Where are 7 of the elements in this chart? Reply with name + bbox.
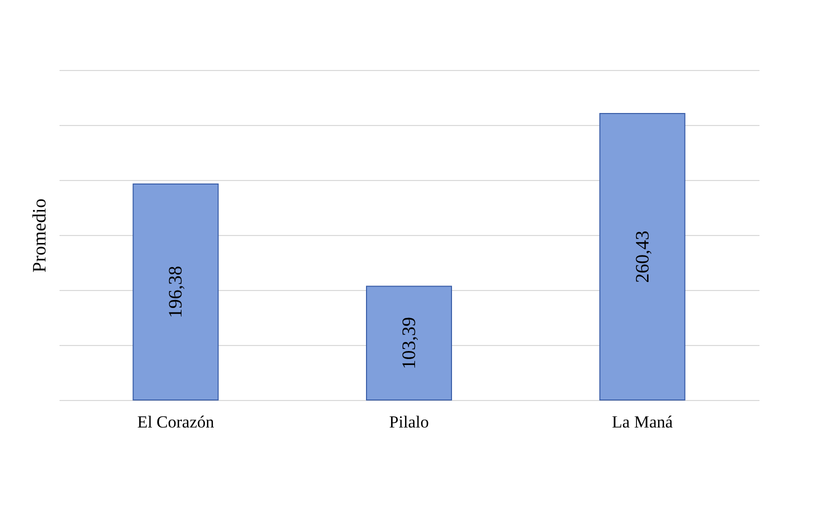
data-label: 260,43 bbox=[632, 230, 654, 283]
x-tick-label: Pilalo bbox=[389, 412, 429, 432]
data-label: 103,39 bbox=[399, 317, 420, 370]
y-axis-title: Promedio bbox=[30, 198, 50, 272]
data-label: 196,38 bbox=[166, 266, 187, 318]
x-tick-label: La Maná bbox=[612, 412, 674, 432]
x-tick-label: El Corazón bbox=[137, 412, 215, 432]
